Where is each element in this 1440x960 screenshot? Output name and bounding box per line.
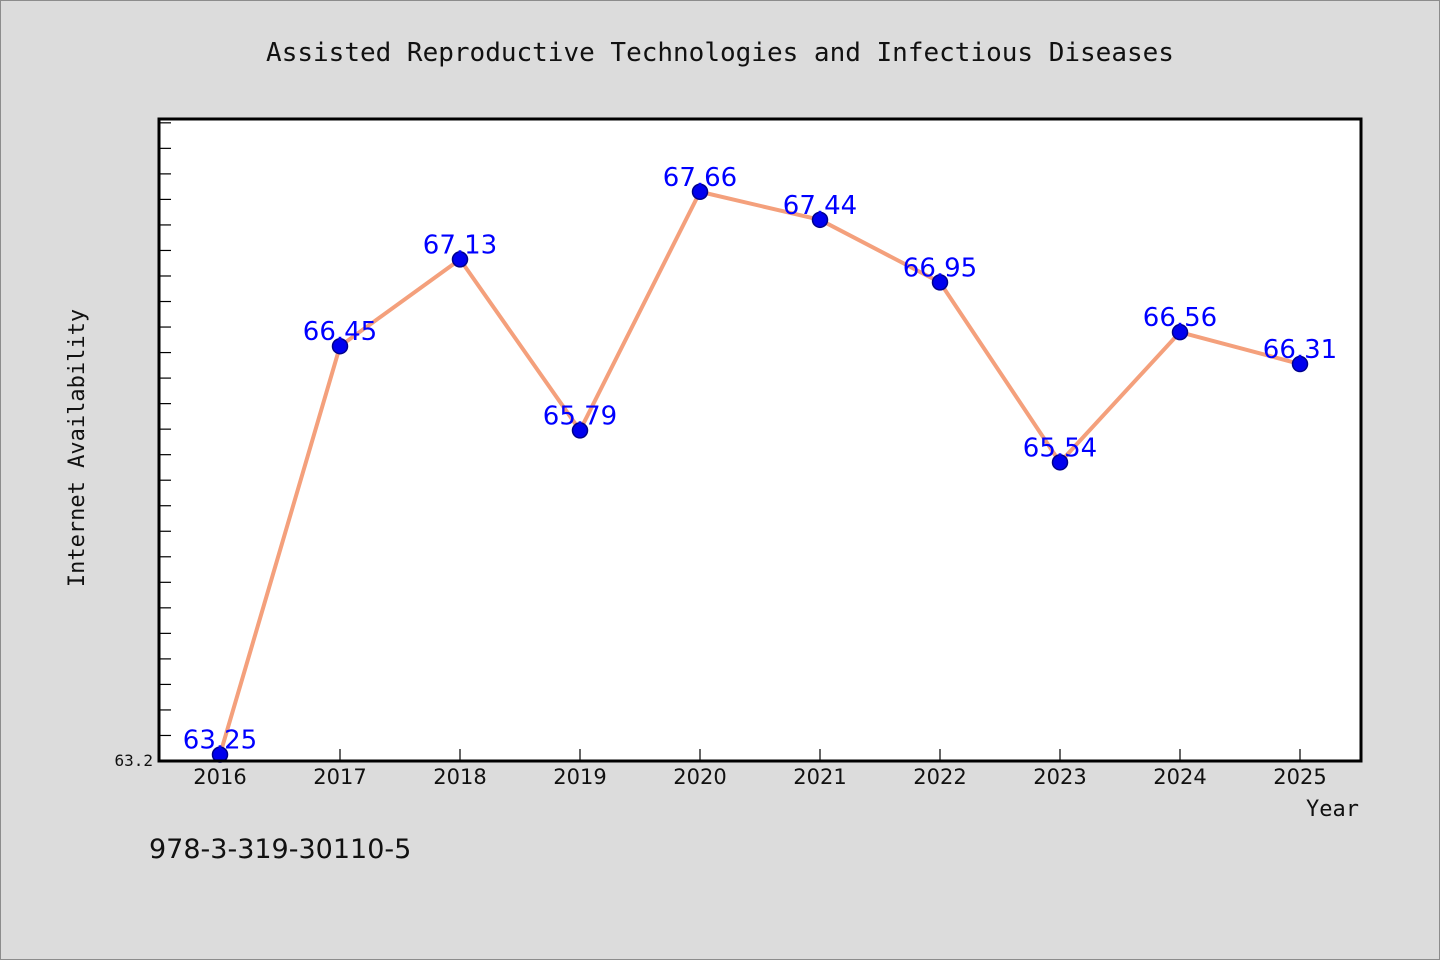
series-line — [218, 189, 1302, 757]
x-tick-label: 2025 — [1273, 765, 1326, 789]
x-tick-label: 2023 — [1033, 765, 1086, 789]
data-label: 65.54 — [1023, 433, 1097, 463]
data-point — [1051, 454, 1069, 471]
data-point — [1171, 323, 1189, 341]
y-tick-label: 63.2 — [114, 751, 153, 770]
data-label: 66.95 — [903, 253, 977, 283]
plot-area — [159, 119, 1361, 761]
data-label-layer: 63.25 66.45 67.13 65.79 67.66 67.44 66.95 65.54… — [183, 163, 1337, 756]
data-label: 66.56 — [1143, 303, 1217, 333]
data-point — [451, 251, 469, 268]
data-label: 66.31 — [1263, 335, 1337, 365]
data-point — [1291, 355, 1309, 373]
data-point — [811, 211, 829, 229]
x-tick-label: 2017 — [313, 765, 366, 789]
x-tick-label: 2016 — [193, 765, 246, 789]
x-tick-label: 2018 — [433, 765, 486, 789]
x-tick-label: 2024 — [1153, 765, 1206, 789]
plot-border — [157, 117, 1363, 763]
data-point — [331, 337, 349, 355]
data-point — [931, 274, 949, 291]
x-tick-label: 2020 — [673, 765, 726, 789]
data-point — [691, 183, 709, 201]
data-point — [571, 422, 589, 439]
data-label: 63.25 — [183, 726, 257, 756]
x-axis-label: Year — [1306, 797, 1359, 822]
x-tick-label: 2022 — [913, 765, 966, 789]
chart-title: Assisted Reproductive Technologies and I… — [266, 38, 1174, 68]
x-tick-label: 2021 — [793, 765, 846, 789]
y-axis-label: Internet Availability — [65, 309, 90, 587]
isbn-text: 978-3-319-30110-5 — [149, 834, 412, 865]
data-label: 67.13 — [423, 230, 497, 260]
data-label: 66.45 — [303, 317, 377, 347]
data-label: 65.79 — [543, 401, 617, 431]
series-layer — [211, 183, 1309, 763]
x-tick-label: 2019 — [553, 765, 606, 789]
data-label: 67.44 — [783, 191, 857, 221]
data-label: 67.66 — [663, 163, 737, 193]
x-axis-ticks: 2016 2017 2018 2019 2020 2021 2022 2023 2024 2025 — [193, 749, 1327, 789]
